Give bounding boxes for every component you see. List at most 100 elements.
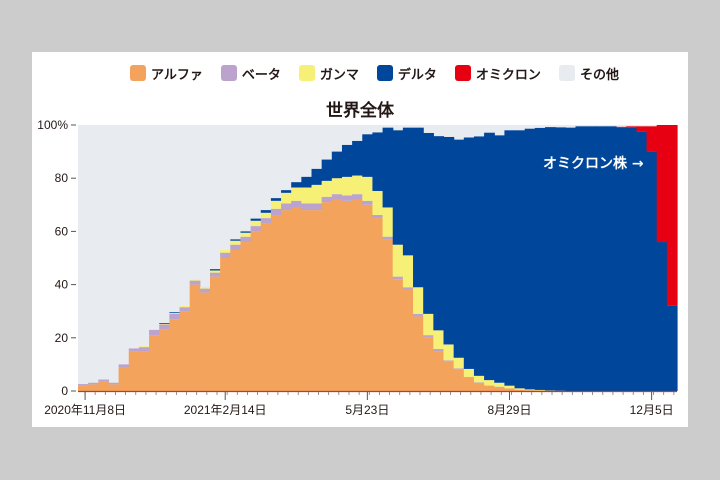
bar-segment — [331, 199, 343, 391]
bar-segment — [473, 375, 485, 383]
bar-segment — [484, 380, 495, 386]
bar-segment — [524, 390, 536, 391]
x-tick-label: 5月23日 — [345, 403, 389, 417]
legend-swatch-delta — [376, 65, 393, 81]
bar-segment — [179, 311, 191, 391]
bar-segment — [534, 389, 546, 391]
y-tick-label: 60 — [55, 224, 69, 238]
bar-segment — [138, 347, 150, 352]
bar-segment — [362, 176, 374, 201]
bar-segment — [616, 126, 627, 128]
bar-segment — [392, 276, 404, 280]
bar-segment — [595, 126, 607, 391]
bar-segment — [281, 203, 292, 211]
bar-segment — [311, 203, 323, 211]
bar-segment — [402, 127, 414, 256]
legend-item-alpha: アルファ — [130, 64, 203, 83]
bar-segment — [331, 178, 343, 195]
bar-segment — [423, 132, 434, 314]
bar-segment — [260, 218, 272, 224]
bar-segment — [321, 159, 333, 181]
y-tick-label: 80 — [55, 171, 69, 185]
legend-label-gamma: ガンマ — [319, 67, 359, 83]
bar-segment — [291, 200, 302, 208]
bar-segment — [453, 368, 465, 370]
bar-segment — [382, 127, 394, 208]
bar-segment — [636, 131, 648, 391]
bar-segment — [220, 258, 231, 391]
bar-segment — [433, 330, 445, 349]
bar-segment — [189, 280, 201, 285]
bar-segment — [341, 176, 353, 196]
legend-item-omicron: オミクロン — [454, 64, 541, 83]
bar-segment — [291, 182, 302, 188]
bar-segment — [514, 389, 526, 391]
bar-segment — [666, 125, 678, 306]
legend-swatch-other — [558, 65, 575, 81]
bar-segment — [88, 384, 99, 391]
bar-segment — [220, 252, 231, 258]
bar-segment — [159, 329, 170, 391]
bar-segment — [311, 210, 323, 391]
bar-segment — [250, 226, 262, 232]
bar-segment — [504, 385, 516, 389]
bar-segment — [473, 382, 485, 384]
bar-segment — [199, 292, 211, 391]
bar-segment — [524, 389, 536, 391]
bar-segment — [291, 207, 302, 391]
y-tick-label: 0 — [61, 384, 68, 398]
bar-segment — [78, 384, 89, 386]
bar-segment — [362, 204, 374, 391]
legend-label-alpha: アルファ — [151, 67, 203, 83]
bar-segment — [281, 190, 292, 193]
bar-segment — [341, 200, 353, 391]
bar-segment — [78, 385, 89, 391]
bar-segment — [128, 351, 140, 391]
bar-segment — [169, 319, 181, 391]
bar-segment — [372, 132, 384, 191]
bar-segment — [270, 198, 282, 201]
legend-item-beta: ベータ — [220, 64, 281, 83]
legend-swatch-beta — [220, 65, 237, 81]
chart-legend: アルファ ベータ ガンマ デルタ オミクロン その他 — [130, 63, 637, 83]
legend-swatch-alpha — [130, 65, 146, 81]
bar-segment — [301, 210, 313, 391]
bar-segment — [392, 279, 404, 391]
bar-segment — [159, 323, 170, 325]
bar-segment — [372, 190, 384, 215]
bar-segment — [209, 272, 221, 277]
bar-segment — [321, 202, 333, 391]
bar-segment — [504, 130, 516, 386]
bar-segment — [199, 286, 211, 289]
legend-item-gamma: ガンマ — [298, 64, 359, 83]
bar-segment — [118, 367, 130, 391]
bar-segment — [250, 231, 262, 391]
bar-segment — [189, 279, 201, 281]
bar-segment — [545, 127, 556, 391]
bar-segment — [199, 288, 211, 293]
bar-segment — [646, 126, 658, 152]
bar-segment — [402, 289, 414, 391]
bar-segment — [413, 316, 424, 391]
bar-segment — [209, 269, 221, 271]
bar-segment — [382, 239, 394, 391]
bar-segment — [626, 127, 637, 391]
bar-segment — [372, 214, 384, 219]
bar-segment — [473, 383, 485, 391]
bar-segment — [149, 329, 160, 330]
bar-segment — [585, 126, 597, 391]
bar-segment — [240, 231, 252, 233]
y-tick-label: 40 — [55, 278, 69, 292]
legend-label-other: その他 — [579, 67, 619, 83]
bar-segment — [484, 132, 495, 381]
bar-segment — [260, 223, 272, 391]
bar-segment — [230, 250, 242, 391]
bar-segment — [270, 215, 282, 391]
bar-segment — [179, 306, 191, 308]
bar-segment — [240, 242, 252, 391]
x-tick-label: 8月29日 — [487, 403, 531, 417]
bar-segment — [291, 187, 302, 201]
legend-swatch-omicron — [454, 65, 471, 81]
legend-swatch-gamma — [298, 65, 315, 81]
